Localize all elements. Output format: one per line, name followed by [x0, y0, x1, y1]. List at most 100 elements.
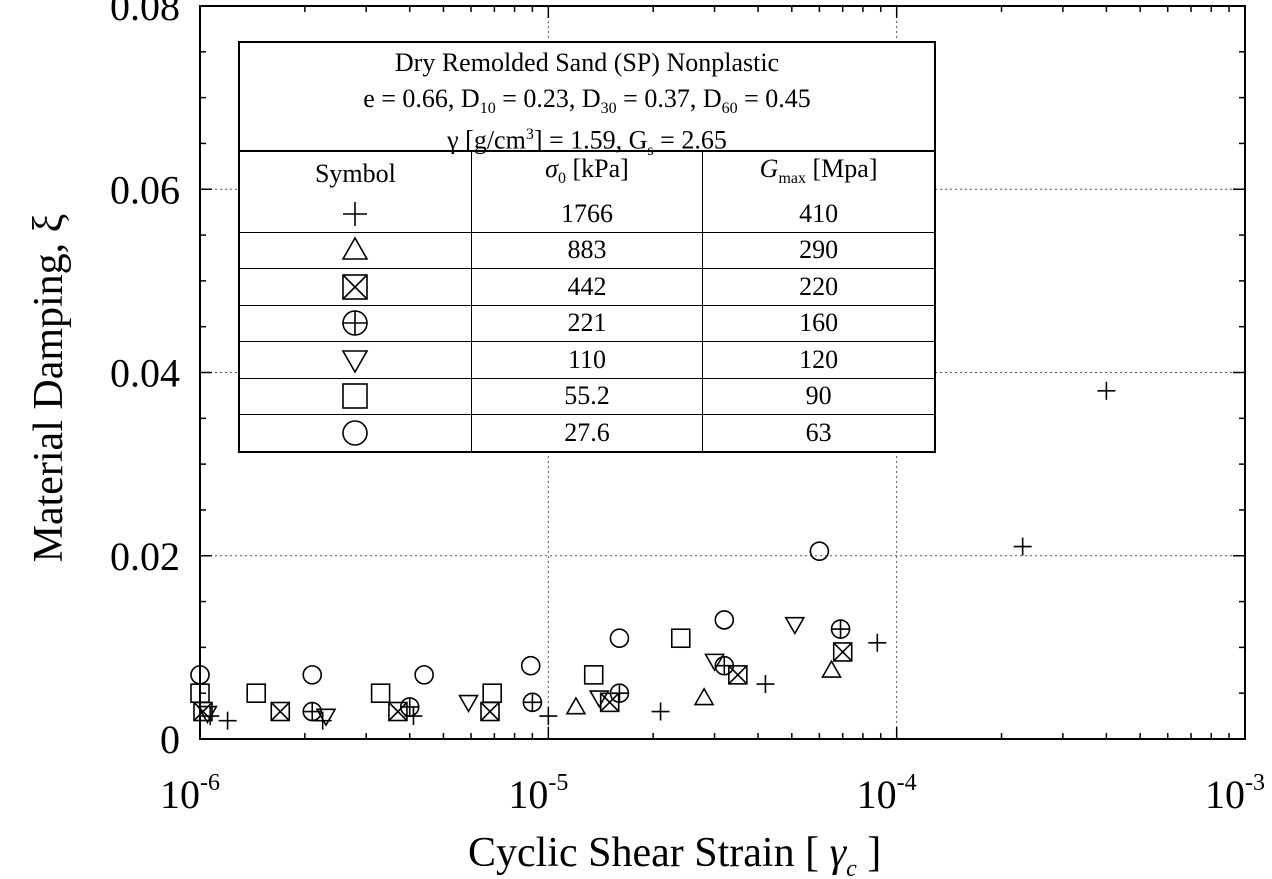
- legend-rows: Symbol σ0 [kPa] Gmax [Mpa] 1766 410 883 290…: [240, 152, 934, 451]
- legend-row: 221 160: [240, 304, 934, 343]
- legend-symbol-circle: [342, 420, 369, 446]
- legend-symbol: [240, 341, 472, 379]
- marker-square-x: [388, 701, 408, 722]
- y-tick-label: 0: [160, 717, 180, 762]
- legend-table: Dry Remolded Sand (SP) Nonplastic e = 0.…: [238, 41, 936, 453]
- marker-triangle-up: [342, 236, 369, 261]
- marker-triangle-up: [565, 696, 587, 715]
- legend-header: Dry Remolded Sand (SP) Nonplastic e = 0.…: [240, 43, 934, 159]
- marker-circle: [414, 665, 434, 685]
- legend-sigma-value: 55.2: [470, 377, 704, 416]
- marker-plus: [756, 675, 775, 694]
- marker-circle: [520, 655, 541, 676]
- marker-circle-plus: [714, 655, 735, 676]
- x-axis-title: Cyclic Shear Strain [ γc ]: [468, 830, 881, 879]
- marker-triangle-down: [197, 705, 218, 724]
- marker-circle: [190, 665, 210, 685]
- marker-circle-plus: [399, 697, 420, 717]
- legend-row: 55.2 90: [240, 377, 934, 416]
- legend-title-line-2: e = 0.66, D10 = 0.23, D30 = 0.37, D60 = …: [363, 84, 811, 118]
- marker-triangle-down: [458, 694, 479, 713]
- marker-triangle-up: [693, 687, 715, 706]
- marker-plus: [868, 633, 887, 652]
- marker-triangle-down: [315, 708, 337, 727]
- legend-symbol: [240, 268, 472, 306]
- marker-square-x: [342, 274, 369, 300]
- legend-gmax-value: 120: [702, 341, 934, 379]
- legend-symbol-triangle-down: [342, 350, 369, 374]
- legend-row: 1766 410: [240, 196, 934, 233]
- marker-triangle-down: [784, 616, 806, 636]
- legend-sigma-value: 883: [470, 231, 704, 270]
- y-tick-label: 0.04: [110, 351, 180, 396]
- legend-sigma-value: 1766: [470, 196, 704, 233]
- marker-square: [670, 628, 691, 649]
- marker-circle-plus: [609, 683, 630, 703]
- marker-square-x: [832, 642, 853, 662]
- marker-square: [482, 683, 502, 703]
- marker-plus: [539, 707, 558, 726]
- legend-sigma-value: 221: [470, 304, 704, 343]
- legend-symbol-circle-plus: [342, 310, 369, 337]
- legend-symbol: [240, 414, 472, 451]
- legend-symbol: [240, 304, 472, 343]
- marker-square: [342, 383, 369, 410]
- legend-symbol: [240, 196, 472, 233]
- x-tick-label: 10-4: [857, 770, 917, 817]
- marker-plus: [651, 702, 670, 721]
- marker-triangle-down: [588, 690, 610, 709]
- marker-circle: [609, 628, 630, 649]
- marker-circle: [342, 420, 369, 446]
- legend-symbol-square: [342, 383, 369, 410]
- legend-symbol: [240, 231, 472, 270]
- marker-square-x: [270, 701, 291, 722]
- legend-symbol-square-x: [342, 274, 369, 300]
- marker-square: [583, 665, 604, 685]
- marker-plus: [343, 201, 368, 226]
- y-axis-title: Material Damping, ξ: [26, 214, 72, 563]
- marker-circle: [714, 610, 735, 630]
- legend-gmax-value: 160: [702, 304, 934, 343]
- marker-square-x: [480, 701, 500, 722]
- legend-title-line-1: Dry Remolded Sand (SP) Nonplastic: [394, 48, 780, 77]
- y-tick-label: 0.06: [110, 167, 180, 212]
- legend-sigma-value: 110: [470, 341, 704, 379]
- marker-square-x: [728, 665, 748, 685]
- legend-row: 27.6 63: [240, 414, 934, 451]
- y-tick-labels: 0 0.02 0.04 0.06 0.08: [110, 0, 180, 762]
- legend-gmax-value: 290: [702, 231, 934, 270]
- legend-row: 110 120: [240, 341, 934, 379]
- column-header-gmax: Gmax [Mpa]: [702, 152, 934, 197]
- legend-gmax-value: 63: [702, 414, 934, 451]
- legend-sigma-value: 27.6: [470, 414, 704, 451]
- marker-circle: [809, 541, 830, 561]
- legend-sigma-value: 442: [470, 268, 704, 306]
- x-tick-label: 10-3: [1205, 770, 1265, 817]
- axis-ticks: [199, 5, 1245, 740]
- legend-title-line-3: γ [g/cm3] = 1.59, Gs = 2.65: [447, 125, 727, 159]
- y-tick-label: 0.08: [110, 0, 180, 29]
- marker-square: [246, 683, 267, 703]
- legend-column-headers: Symbol σ0 [kPa] Gmax [Mpa]: [240, 152, 934, 197]
- marker-plus: [1013, 537, 1032, 556]
- x-tick-label: 10-5: [508, 770, 568, 817]
- legend-gmax-value: 90: [702, 377, 934, 416]
- marker-circle-plus: [342, 310, 369, 337]
- legend-row: 883 290: [240, 231, 934, 270]
- marker-triangle-down: [704, 653, 725, 672]
- marker-plus: [218, 711, 237, 730]
- legend-gmax-value: 220: [702, 268, 934, 306]
- marker-plus: [1097, 381, 1116, 400]
- x-tick-label: 10-6: [160, 770, 220, 817]
- data-points: [190, 381, 1116, 730]
- marker-triangle-down: [342, 350, 369, 374]
- legend-gmax-value: 410: [702, 196, 934, 233]
- legend-row: 442 220: [240, 268, 934, 306]
- marker-triangle-up: [821, 659, 842, 678]
- marker-circle: [302, 665, 323, 685]
- column-header-sigma: σ0 [kPa]: [470, 152, 704, 197]
- column-header-symbol: Symbol: [240, 152, 472, 197]
- legend-symbol-plus: [343, 201, 368, 226]
- marker-circle-plus: [522, 692, 543, 713]
